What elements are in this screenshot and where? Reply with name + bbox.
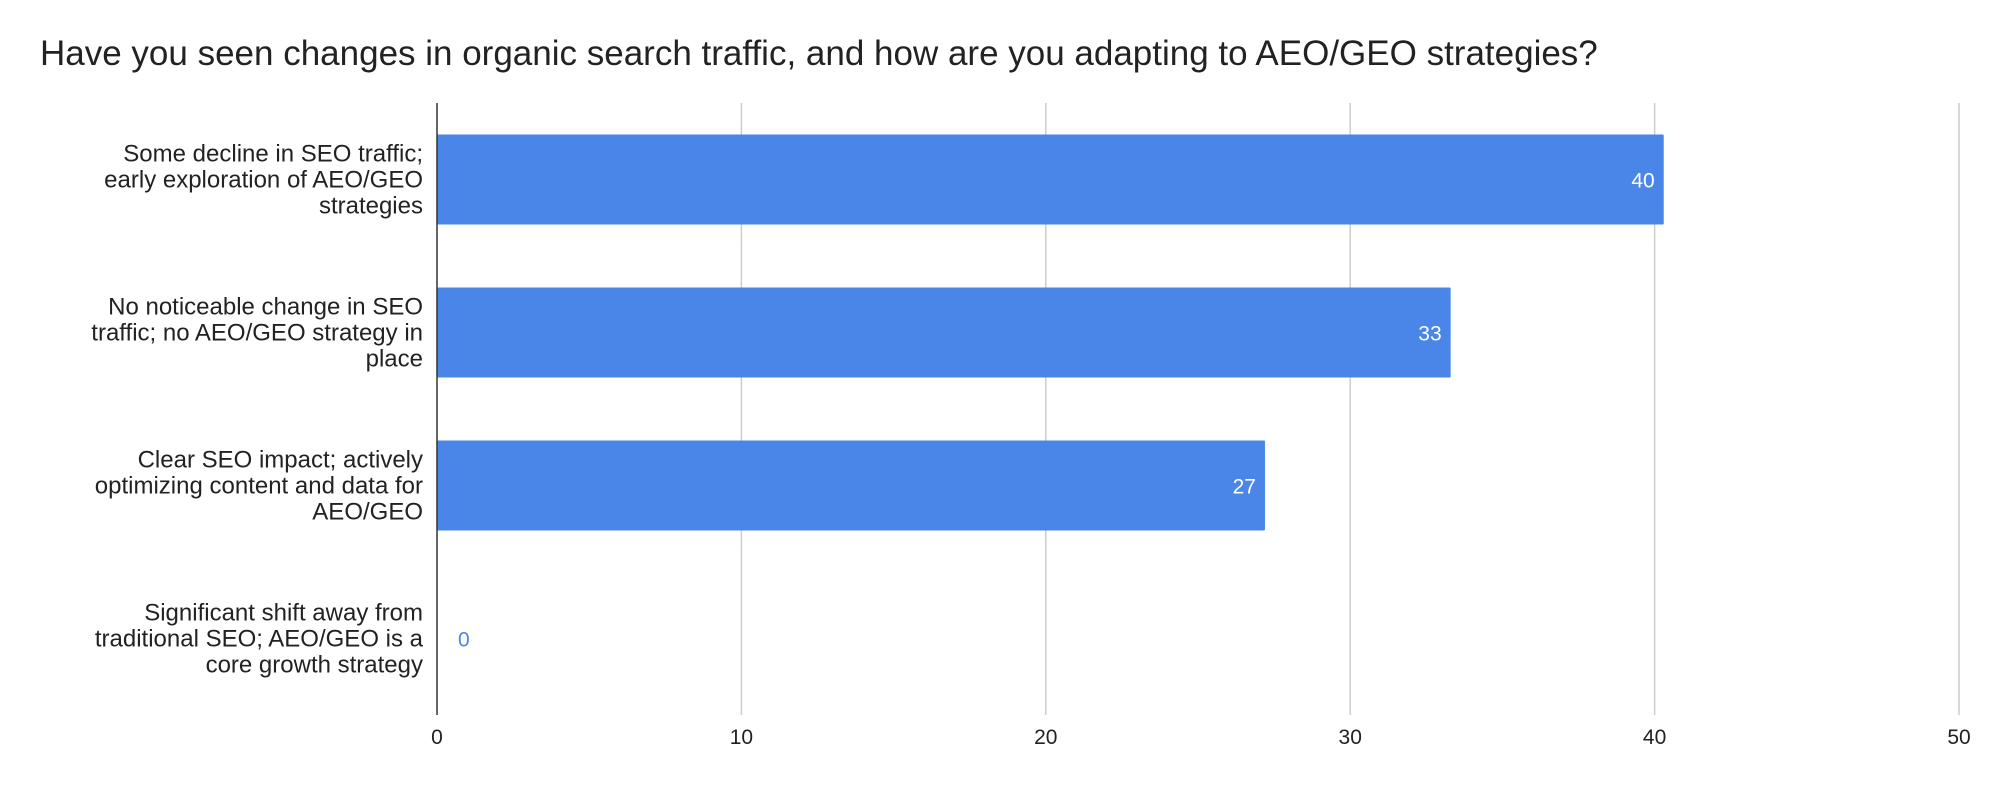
x-tick-labels: 0 10 20 30 40 50 [431, 726, 1971, 749]
x-tick-label: 20 [1034, 726, 1057, 749]
x-tick-label: 30 [1339, 726, 1362, 749]
x-tick-label: 0 [431, 726, 443, 749]
bar [437, 134, 1664, 225]
category-label: Some decline in SEO traffic; early explor… [104, 141, 423, 220]
chart-title: Have you seen changes in organic search … [40, 34, 1598, 73]
category-label: Clear SEO impact; actively optimizing con… [95, 447, 423, 526]
category-labels: Some decline in SEO traffic; early explor… [91, 141, 423, 679]
data-label: 33 [1418, 323, 1441, 346]
data-label: 40 [1631, 170, 1654, 193]
category-label: No noticeable change in SEO traffic; no A… [91, 294, 423, 373]
x-tick-label: 50 [1947, 726, 1970, 749]
category-label: Significant shift away from traditional S… [95, 600, 424, 679]
bars [437, 134, 1664, 531]
bar [437, 287, 1451, 378]
x-tick-label: 10 [730, 726, 753, 749]
bar [437, 440, 1265, 531]
data-label: 0 [458, 629, 470, 652]
x-tick-label: 40 [1643, 726, 1666, 749]
data-label: 27 [1233, 476, 1256, 499]
data-labels: 40 33 27 0 [458, 170, 1655, 652]
